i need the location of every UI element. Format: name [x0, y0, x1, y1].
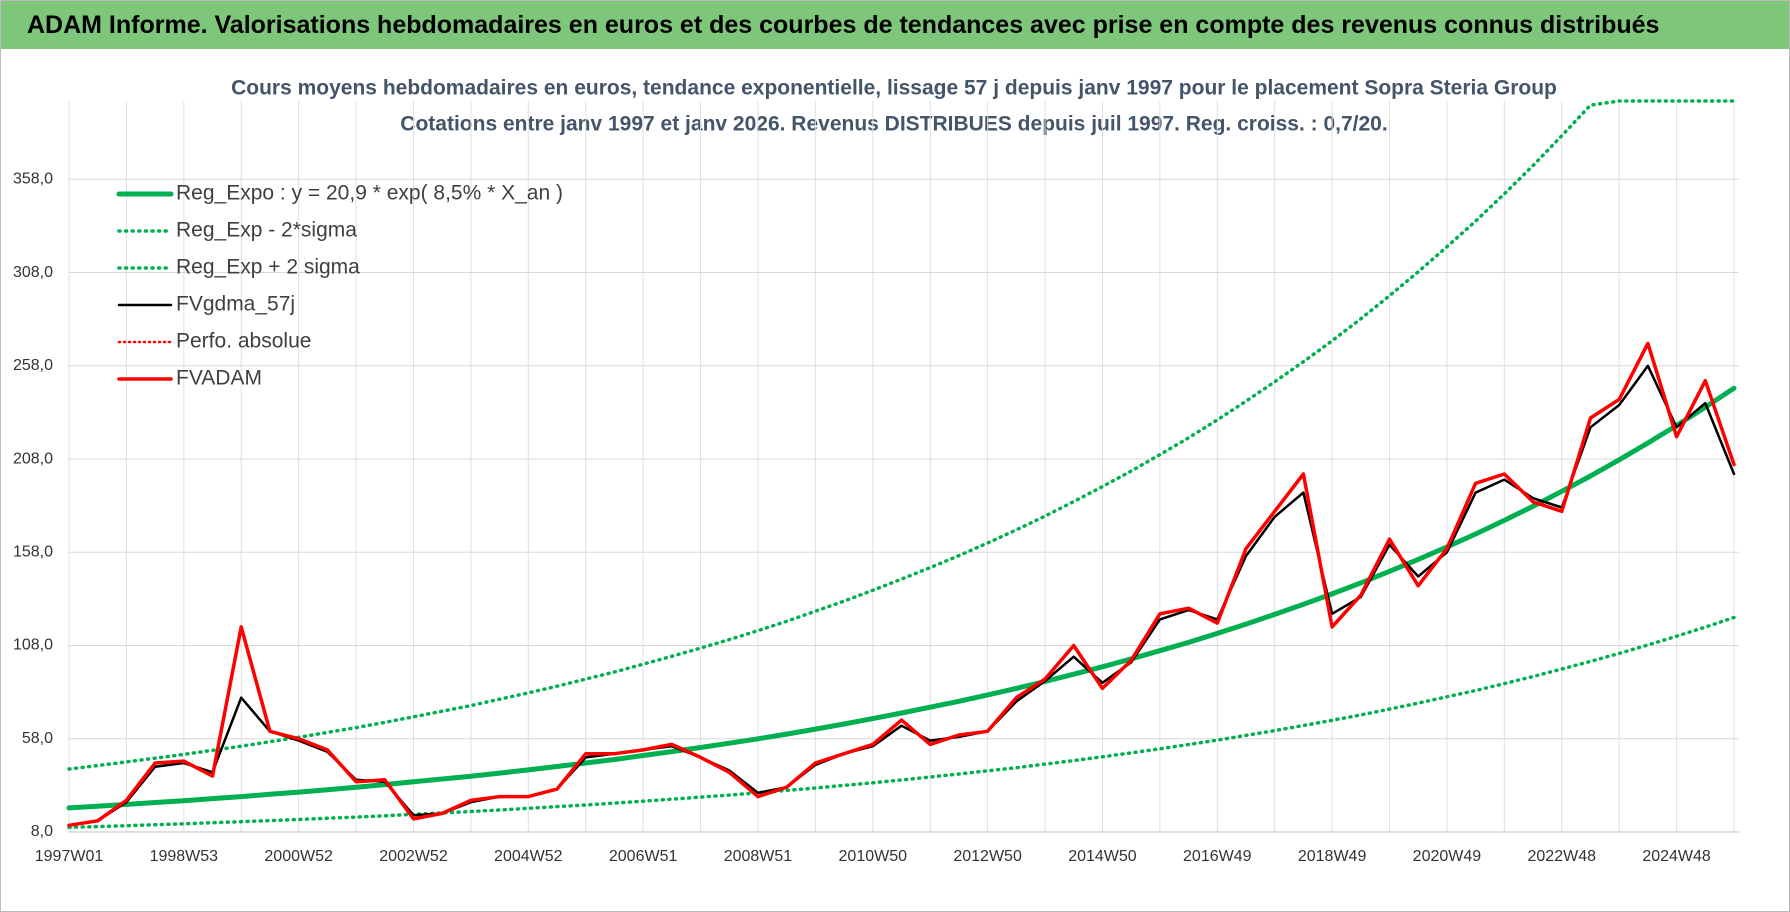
x-tick-label: 1998W53 — [150, 848, 219, 865]
y-tick-label: 108,0 — [13, 637, 53, 654]
x-tick-label: 2024W48 — [1642, 848, 1711, 865]
x-tick-label: 2022W48 — [1528, 848, 1597, 865]
x-tick-label: 2016W49 — [1183, 848, 1252, 865]
header-title: ADAM Informe. Valorisations hebdomadaire… — [27, 11, 1660, 39]
y-tick-label: 358,0 — [13, 171, 53, 188]
x-tick-label: 2008W51 — [724, 848, 793, 865]
series-line — [67, 364, 1736, 827]
x-tick-label: 2014W50 — [1068, 848, 1137, 865]
series-line — [67, 99, 1736, 771]
x-tick-label: 2018W49 — [1298, 848, 1367, 865]
x-tick-label: 2004W52 — [494, 848, 563, 865]
legend-label: FVADAM — [176, 367, 262, 390]
series-line — [66, 385, 1737, 811]
x-tick-label: 2002W52 — [379, 848, 448, 865]
x-tick-label: 2000W52 — [264, 848, 333, 865]
chart-subtitle: Cotations entre janv 1997 et janv 2026. … — [400, 113, 1387, 136]
y-tick-label: 58,0 — [22, 730, 53, 747]
series-line — [67, 615, 1736, 830]
series-line — [67, 341, 1736, 828]
x-tick-label: 2012W50 — [953, 848, 1022, 865]
y-tick-label: 8,0 — [31, 823, 53, 840]
y-tick-label: 308,0 — [13, 264, 53, 281]
legend-label: Reg_Expo : y = 20,9 * exp( 8,5% * X_an ) — [176, 182, 563, 205]
x-tick-label: 2020W49 — [1413, 848, 1482, 865]
legend-label: FVgdma_57j — [176, 293, 295, 316]
y-tick-label: 208,0 — [13, 450, 53, 467]
y-tick-label: 258,0 — [13, 357, 53, 374]
y-tick-label: 158,0 — [13, 543, 53, 560]
chart: Cours moyens hebdomadaires en euros, ten… — [13, 77, 1739, 865]
legend-label: Reg_Exp + 2 sigma — [176, 256, 360, 279]
legend-label: Reg_Exp - 2*sigma — [176, 219, 357, 242]
header: ADAM Informe. Valorisations hebdomadaire… — [1, 1, 1789, 49]
chart-title: Cours moyens hebdomadaires en euros, ten… — [231, 77, 1557, 100]
legend-label: Perfo. absolue — [176, 330, 311, 353]
x-tick-label: 2010W50 — [839, 848, 908, 865]
x-tick-label: 1997W01 — [35, 848, 104, 865]
x-tick-label: 2006W51 — [609, 848, 678, 865]
